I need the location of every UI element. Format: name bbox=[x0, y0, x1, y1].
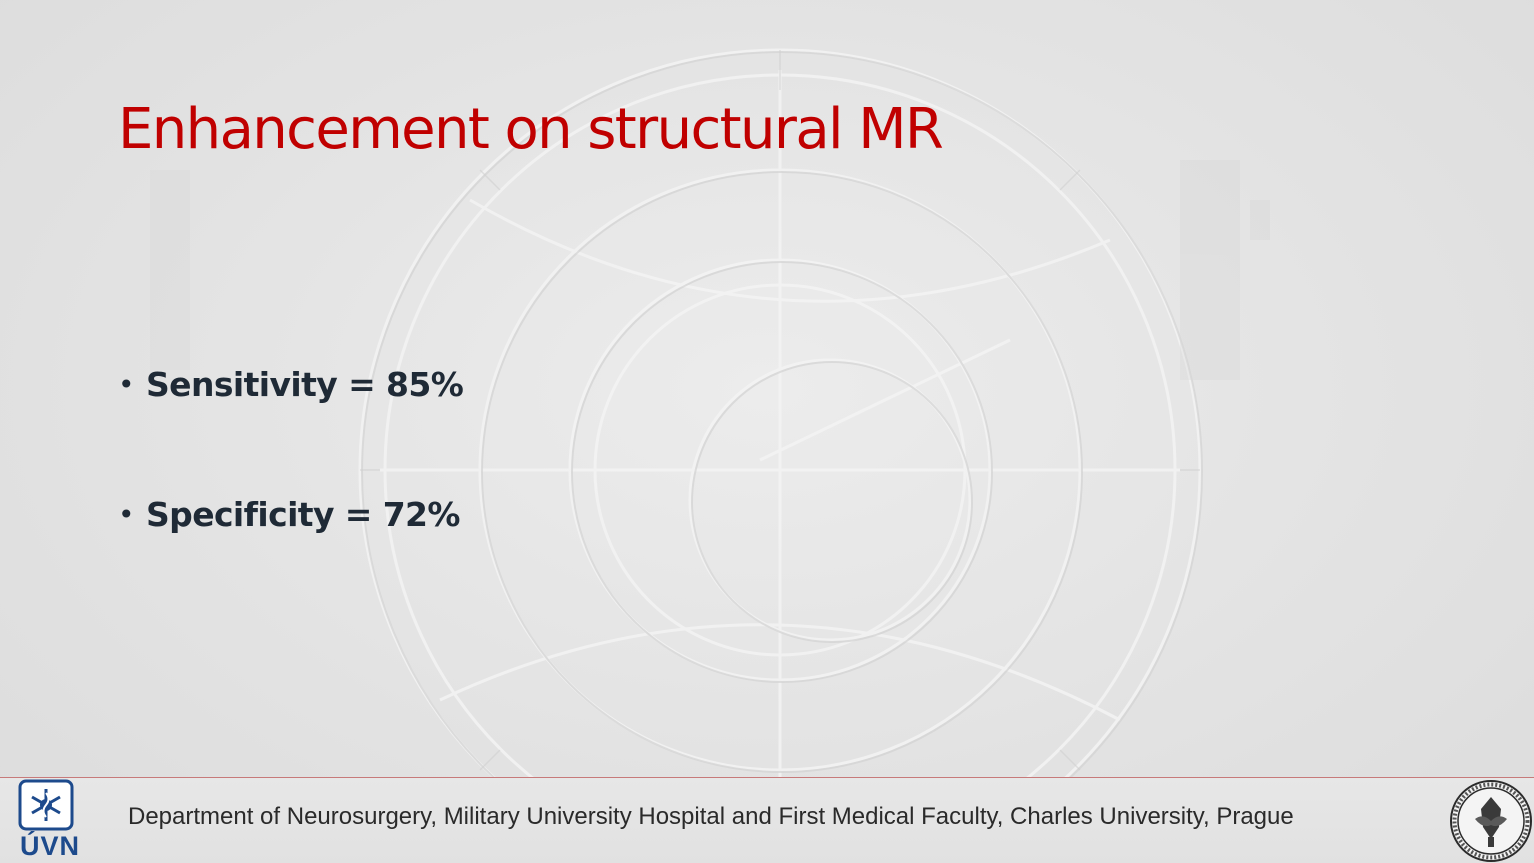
charles-university-seal-icon bbox=[1450, 780, 1532, 862]
bullet-text: Sensitivity = 85% bbox=[146, 365, 464, 404]
uvn-logo-text: ÚVN bbox=[19, 831, 80, 861]
slide-title: Enhancement on structural MR bbox=[118, 97, 944, 162]
bullet-text: Specificity = 72% bbox=[146, 495, 460, 534]
footer-divider bbox=[0, 777, 1534, 778]
uvn-logo: ÚVN bbox=[12, 779, 88, 863]
uvn-emblem-icon bbox=[18, 779, 74, 831]
charles-university-logo bbox=[1449, 779, 1533, 863]
bullet-marker: • bbox=[118, 368, 135, 401]
footer-text: Department of Neurosurgery, Military Uni… bbox=[128, 803, 1294, 830]
bullet-marker: • bbox=[118, 498, 135, 531]
footer bbox=[0, 778, 1534, 863]
